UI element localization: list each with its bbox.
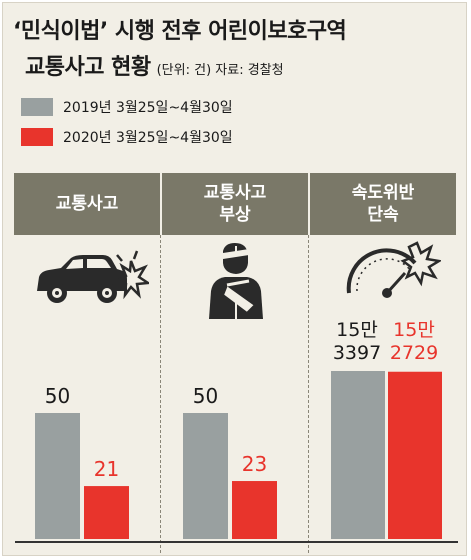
legend-item-2020: 2020년 3월25일~4월30일 [21,127,233,147]
legend-swatch-gray [21,98,53,116]
legend-label-2019: 2019년 3월25일~4월30일 [63,100,233,116]
value-label-2020-traffic-accident: 21 [94,457,119,481]
value-label-2019-traffic-injury: 50 [193,384,218,408]
legend-label-2020: 2020년 3월25일~4월30일 [63,130,233,146]
bar-chart: 50 50 21 23 [35,371,442,539]
header-label-line2: 단속 [367,205,399,225]
bar-2019-speeding [331,371,385,539]
chart-baseline [15,541,458,543]
title-line-2: 교통사고 현황 (단위: 건) 자료: 경찰청 [25,49,284,81]
header-label: 교통사고 [55,194,119,214]
injured-person-icon [209,243,263,319]
value-label-2019-traffic-accident: 50 [45,384,70,408]
header-label-line1: 속도위반 [351,183,415,203]
value-label-2020-traffic-injury: 23 [242,452,267,476]
header-label-line1: 교통사고 [203,183,267,203]
unit-source-note: (단위: 건) 자료: 경찰청 [156,63,284,78]
column-divider [308,235,309,553]
header-traffic-injury: 교통사고 부상 [162,173,308,235]
value-label-2020-speeding: 15만 2729 [387,319,441,365]
legend-swatch-red [21,128,53,146]
title-line-1: ‘민식이법’ 시행 전후 어린이보호구역 [13,19,347,44]
column-divider [160,235,161,553]
bar-2020-traffic-accident [84,486,129,539]
value-label-line2: 3397 [332,342,382,364]
speedometer-icon [346,241,441,298]
value-label-line1: 15만 [336,319,378,341]
value-label-line1: 15만 [393,319,435,341]
infographic-frame: ‘민식이법’ 시행 전후 어린이보호구역 교통사고 현황 (단위: 건) 자료: … [2,2,467,556]
car-crash-icon [37,250,149,303]
value-label-2019-speeding: 15만 3397 [330,319,384,365]
header-speeding: 속도위반 단속 [310,173,456,235]
bar-2020-speeding [388,371,442,539]
title-text: 교통사고 현황 [25,55,151,80]
bar-2020-traffic-injury [232,481,277,539]
header-traffic-accident: 교통사고 [14,173,160,235]
header-label-line2: 부상 [219,205,251,225]
legend-item-2019: 2019년 3월25일~4월30일 [21,97,233,117]
value-label-line2: 2729 [389,342,439,364]
bar-2019-traffic-injury [183,413,228,539]
bar-2019-traffic-accident [35,413,80,539]
